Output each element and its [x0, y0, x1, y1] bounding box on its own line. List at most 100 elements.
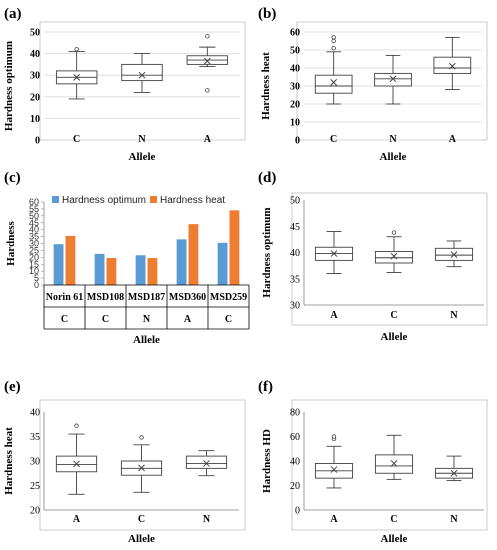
panel-label-b: (b): [258, 6, 276, 22]
y-tick-label: 35: [30, 432, 40, 443]
box-N: [434, 455, 474, 482]
legend-swatch: [52, 196, 59, 203]
panel-label-a: (a): [4, 6, 22, 22]
mean-marker: [73, 460, 80, 468]
y-tick-label: 0: [295, 136, 300, 147]
box-C: [55, 47, 98, 100]
bar-hardness-optimum: [176, 239, 187, 285]
bar-hardness-heat: [106, 258, 117, 285]
mean-marker: [203, 57, 211, 65]
box-N: [121, 53, 163, 93]
bar-hardness-heat: [188, 224, 199, 285]
bar-hardness-optimum: [135, 255, 146, 285]
outlier-point: [331, 46, 336, 51]
box-N: [374, 54, 412, 105]
y-tick-label: 40: [290, 64, 300, 75]
box-N: [434, 240, 474, 268]
y-tick-label: 80: [290, 408, 300, 419]
y-axis-title: Hardness heat: [260, 52, 272, 120]
x-axis-title: Allele: [381, 331, 408, 343]
y-tick-label: 15: [29, 259, 39, 269]
allele-label: C: [61, 314, 68, 325]
box-C: [314, 35, 353, 105]
box-C: [374, 434, 414, 480]
category-table: Norin 61 C MSD108 C MSD187 N MSD360 A MSD259 C: [43, 284, 250, 330]
y-tick-label: 20: [30, 506, 40, 517]
y-tick-label: 30: [30, 71, 40, 82]
chart-frame: [291, 192, 488, 326]
outlier-point: [205, 34, 210, 39]
mean-marker: [330, 466, 338, 473]
bar-hardness-heat: [147, 258, 158, 285]
iqr-box: [433, 56, 472, 74]
box-A: [314, 231, 354, 274]
x-tick-label: N: [203, 514, 211, 525]
x-tick-label: C: [390, 310, 397, 321]
x-tick-label: MSD187: [128, 292, 165, 303]
x-axis-title: Allele: [380, 151, 407, 163]
y-tick-label: 45: [290, 222, 300, 233]
chart-frame: [39, 399, 246, 531]
y-tick-label: 10: [30, 114, 40, 125]
panel-label-e: (e): [4, 379, 21, 395]
y-tick-label: 20: [290, 100, 300, 111]
y-tick-label: 25: [29, 245, 39, 255]
x-tick-label: A: [449, 134, 457, 145]
mean-marker: [390, 252, 398, 260]
outlier-point: [331, 434, 337, 439]
mean-marker: [203, 460, 210, 467]
mean-marker: [448, 62, 456, 70]
outlier-point: [74, 47, 79, 52]
y-axis-title: Hardness: [5, 220, 17, 265]
outlier-point: [205, 88, 210, 93]
legend-swatch: [150, 196, 157, 203]
y-tick-label: 60: [290, 432, 300, 443]
mean-marker: [73, 74, 81, 81]
y-tick-label: 40: [30, 408, 40, 419]
bar-hardness-heat: [65, 235, 76, 285]
y-tick-label: 50: [30, 28, 40, 39]
y-axis-title: Hardness HD: [261, 429, 273, 493]
panel-f: (f) 0 20 40 60 80 Hardness HD Allele A C N: [258, 379, 488, 545]
iqr-box: [314, 74, 353, 94]
iqr-box: [374, 72, 412, 87]
mean-marker: [138, 71, 146, 79]
x-tick-label: A: [330, 514, 338, 525]
y-tick-label: 0: [295, 506, 300, 517]
y-tick-label: 0: [34, 280, 39, 290]
x-tick-label: N: [138, 134, 146, 145]
allele-label: C: [225, 314, 232, 325]
panel-label-c: (c): [4, 170, 21, 186]
x-tick-label: N: [450, 514, 458, 525]
y-tick-label: 60: [29, 197, 39, 207]
mean-marker: [330, 79, 338, 86]
y-tick-label: 40: [290, 248, 300, 259]
y-tick-label: 10: [29, 266, 39, 276]
bar-hardness-optimum: [94, 253, 105, 285]
box-A: [314, 434, 354, 489]
box-C: [120, 435, 163, 493]
y-tick-label: 50: [290, 46, 300, 57]
x-tick-label: MSD259: [210, 292, 247, 303]
y-tick-label: 20: [290, 481, 300, 492]
y-axis-title: Hardness optimum: [261, 207, 273, 297]
mean-marker: [390, 460, 398, 467]
x-tick-label: MSD360: [169, 292, 206, 303]
x-axis-title: Allele: [381, 533, 408, 545]
y-tick-label: 35: [290, 274, 300, 285]
y-tick-label: 30: [290, 301, 300, 312]
chart-frame: [291, 399, 488, 531]
iqr-box: [185, 455, 228, 469]
allele-label: C: [102, 314, 109, 325]
legend-entry: Hardness heat: [160, 195, 225, 206]
y-axis-title: Hardness heat: [3, 427, 15, 495]
y-tick-label: 20: [29, 252, 39, 262]
box-A: [433, 36, 472, 91]
y-tick-label: 30: [30, 457, 40, 468]
y-tick-label: 20: [30, 92, 40, 103]
x-axis-title: Allele: [133, 334, 160, 346]
x-axis-title: Allele: [129, 151, 156, 163]
box-A: [55, 423, 98, 495]
x-tick-label: MSD108: [87, 292, 124, 303]
